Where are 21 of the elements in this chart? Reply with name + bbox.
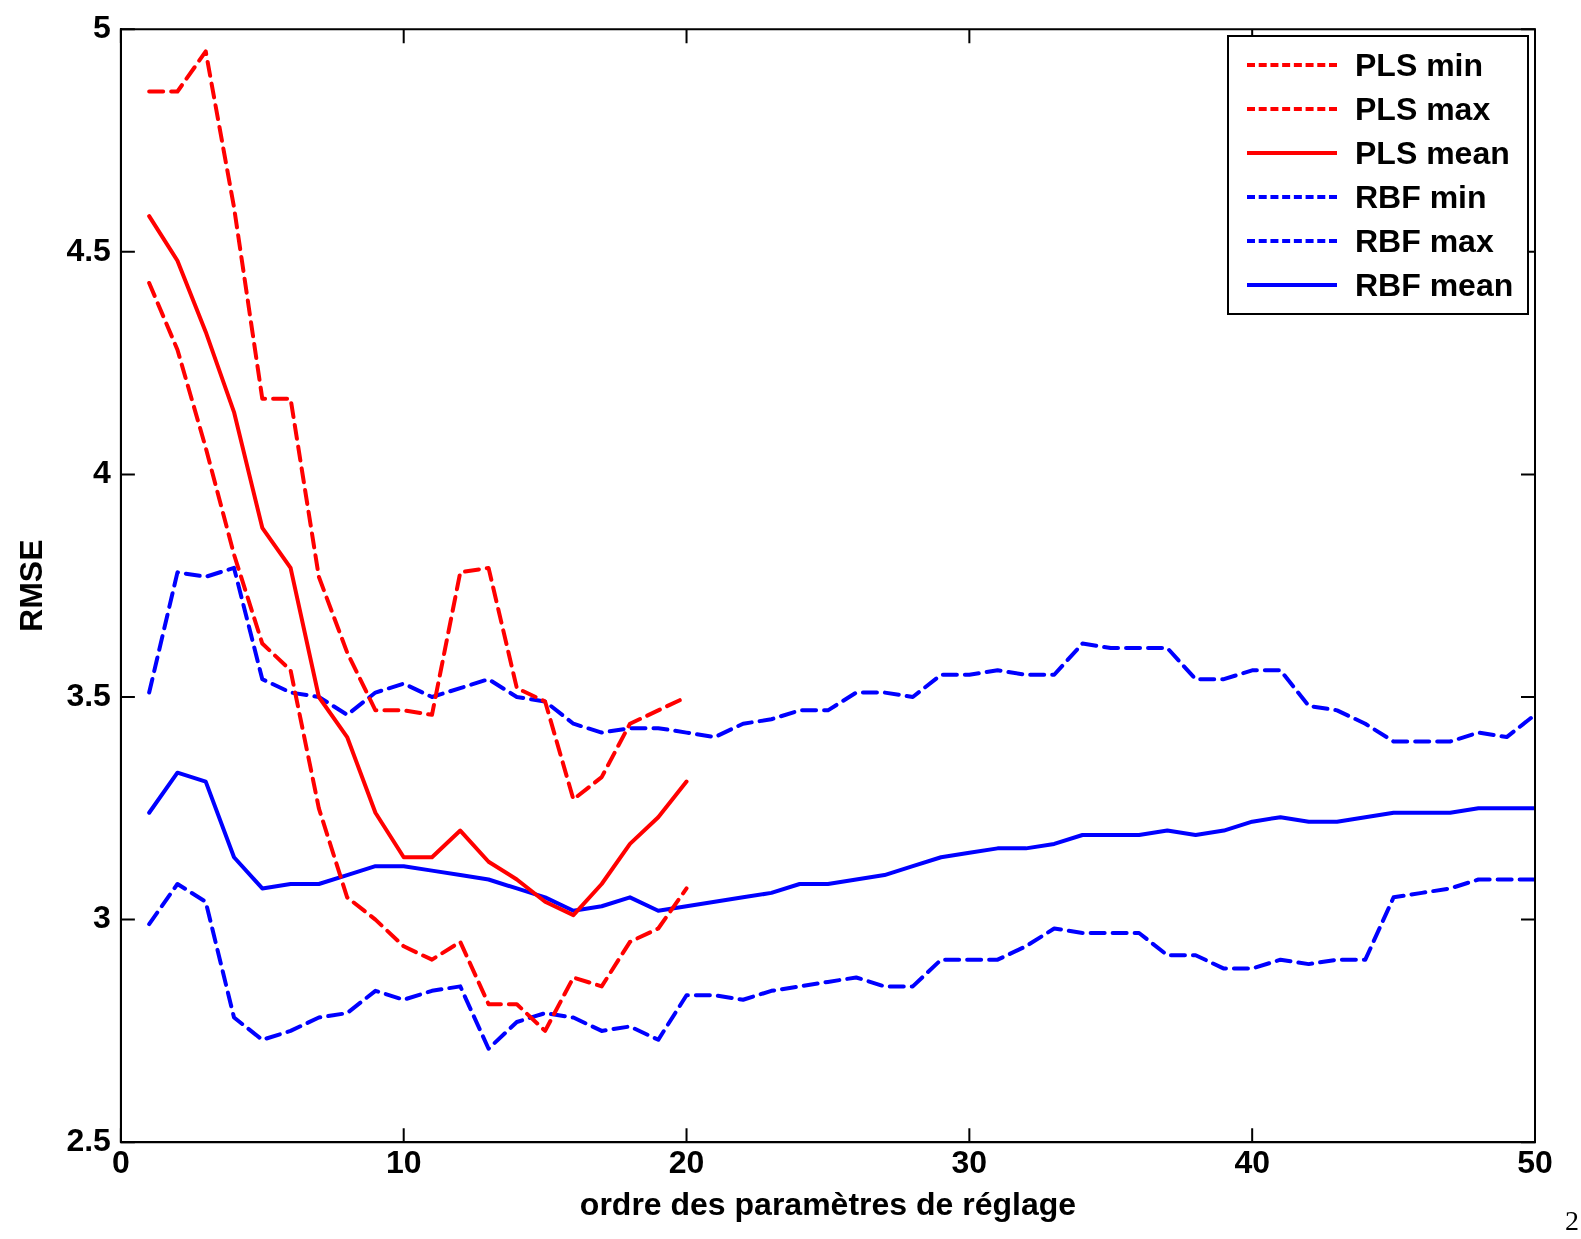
x-tick-label: 50 — [1517, 1144, 1553, 1181]
legend-label: PLS mean — [1355, 134, 1510, 172]
x-tick-label: 20 — [668, 1144, 705, 1181]
y-tick-label: 2.5 — [66, 1122, 111, 1159]
y-tick-label: 4.5 — [66, 231, 111, 268]
legend-label: PLS max — [1355, 90, 1491, 128]
x-tick-label: 0 — [111, 1144, 130, 1181]
x-axis-title: ordre des paramètres de réglage — [579, 1185, 1077, 1222]
legend-label: RBF mean — [1355, 266, 1514, 304]
legend-label: PLS min — [1355, 46, 1484, 84]
y-tick-label: 3.5 — [66, 676, 111, 713]
legend-label: RBF min — [1355, 178, 1487, 216]
y-axis-title: RMSE — [13, 539, 50, 632]
legend-label: RBF max — [1355, 222, 1494, 260]
x-tick-label: 30 — [951, 1144, 988, 1181]
x-tick-label: 10 — [385, 1144, 422, 1181]
y-tick-label: 3 — [93, 899, 111, 936]
y-tick-label: 5 — [93, 9, 111, 46]
x-tick-label: 40 — [1234, 1144, 1270, 1181]
text: 2 — [1565, 1205, 1579, 1237]
y-tick-label: 4 — [93, 454, 112, 491]
